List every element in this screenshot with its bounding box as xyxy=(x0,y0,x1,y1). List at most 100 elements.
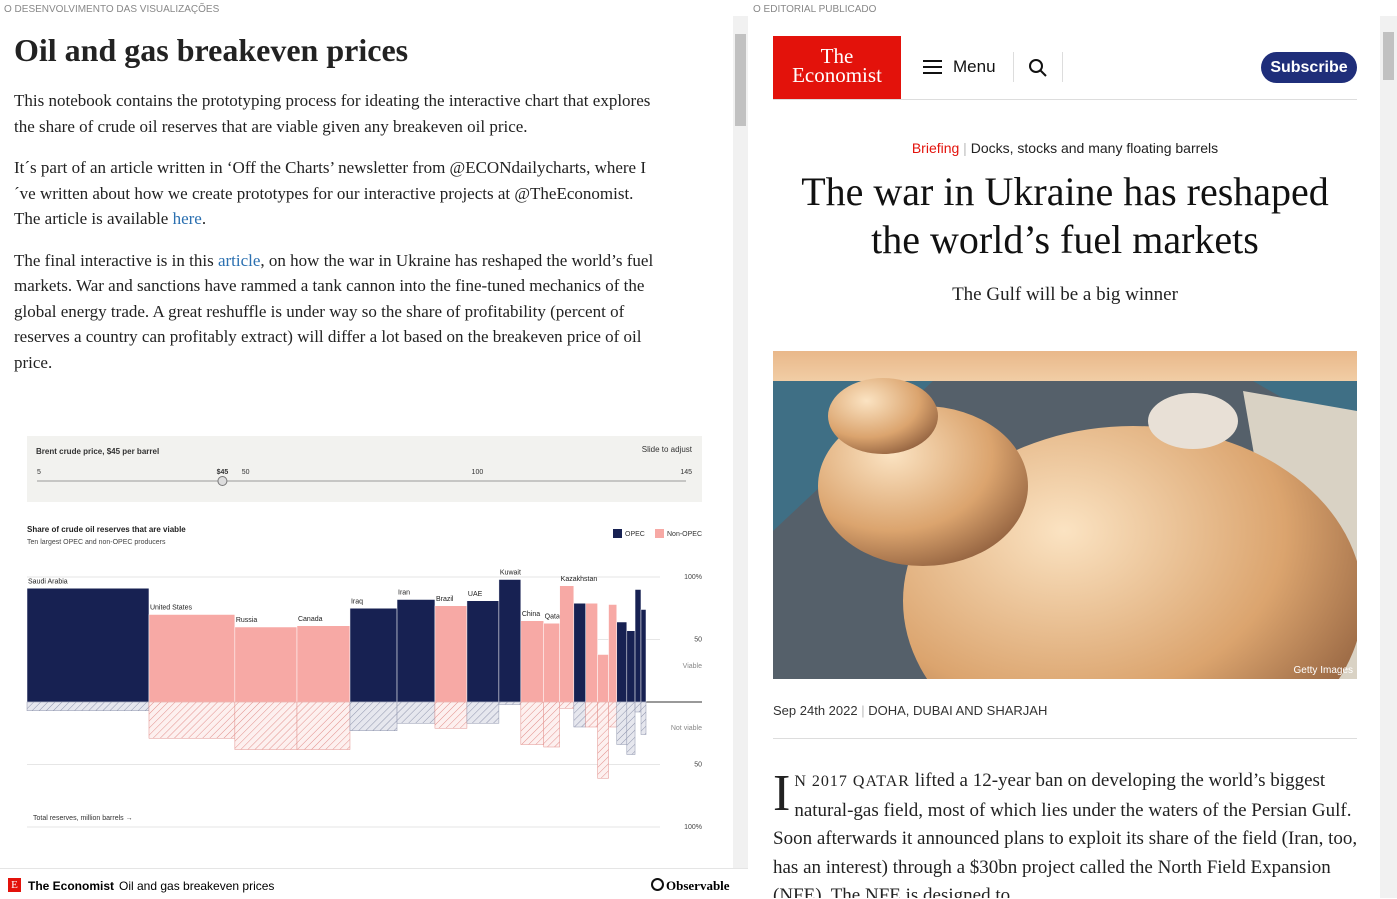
slider-tick-label: 50 xyxy=(242,469,250,476)
bar-viable xyxy=(434,605,468,703)
bar-not-viable xyxy=(626,701,636,755)
standfirst: The Gulf will be a big winner xyxy=(952,284,1178,305)
bar-label: UAE xyxy=(468,591,483,598)
slider-panel xyxy=(27,436,702,502)
section[interactable]: Briefing xyxy=(911,140,960,156)
bar-label: China xyxy=(522,611,540,618)
slider-label: Brent crude price, $45 per barrel xyxy=(36,447,159,456)
bar-label: United States xyxy=(150,605,193,612)
slider-max: 145 xyxy=(680,469,692,476)
paragraph: The final interactive is in this article… xyxy=(14,248,659,376)
pane-label: O DESENVOLVIMENTO DAS VISUALIZAÇÕES xyxy=(4,4,220,15)
y-tick-label: 100% xyxy=(684,574,702,581)
legend-label: Non-OPEC xyxy=(667,531,702,538)
slider-tick-label: 100 xyxy=(472,469,484,476)
bar-not-viable xyxy=(640,701,647,735)
footer: E The Economist Oil and gas breakeven pr… xyxy=(0,868,748,899)
bar-viable xyxy=(148,614,236,703)
y-tick-label: 50 xyxy=(694,637,702,644)
link[interactable]: article xyxy=(217,250,261,270)
bar-not-viable xyxy=(234,701,298,750)
x-axis-label: Total reserves, million barrels → xyxy=(33,815,133,822)
brand: The Economist xyxy=(28,879,115,893)
text: . xyxy=(201,209,207,228)
bar-label: Iraq xyxy=(351,598,363,605)
chart-title: Share of crude oil reserves that are via… xyxy=(27,525,186,534)
body-text: lifted a 12-year ban on developing the w… xyxy=(773,770,1358,898)
bar-viable xyxy=(626,630,636,703)
logo[interactable]: The Economist xyxy=(773,36,901,100)
paragraph: This notebook contains the prototyping p… xyxy=(14,88,659,139)
bar-viable xyxy=(608,604,618,703)
bar-viable xyxy=(26,588,150,703)
date: Sep 24th 2022 xyxy=(773,703,858,718)
pane-label: O EDITORIAL PUBLICADO xyxy=(753,4,877,15)
menu[interactable]: Menu xyxy=(953,57,996,76)
bar-not-viable xyxy=(559,701,575,709)
bar-label: Russia xyxy=(236,617,258,624)
rubric-line: Briefing | Docks, stocks and many floati… xyxy=(911,140,1219,156)
y-tick-label: 100% xyxy=(684,824,702,831)
slider-min: 5 xyxy=(37,469,41,476)
scrollbar[interactable] xyxy=(1380,16,1397,898)
bar-label: Canada xyxy=(298,616,323,623)
subscribe-button[interactable]: Subscribe xyxy=(1261,52,1357,83)
bar-viable xyxy=(349,608,398,703)
text: , on how the war in Ukraine has reshaped… xyxy=(14,250,654,372)
bar-label: Iran xyxy=(398,590,410,597)
legend-swatch xyxy=(613,529,622,538)
bar-not-viable xyxy=(585,701,598,728)
bar-viable xyxy=(616,621,628,703)
bar-not-viable xyxy=(616,701,628,745)
bar-viable xyxy=(573,603,586,703)
bar-viable xyxy=(396,599,436,703)
bar-label: Saudi Arabia xyxy=(28,578,68,585)
text: This notebook contains the prototyping p… xyxy=(14,91,651,136)
legend-swatch xyxy=(655,529,664,538)
search-icon[interactable] xyxy=(1028,58,1048,78)
notebook-title: Oil and gas breakeven prices xyxy=(14,32,409,68)
logo-line: Economist xyxy=(792,63,882,87)
slider-handle[interactable] xyxy=(217,476,228,486)
bar-viable xyxy=(498,579,522,703)
bar-viable xyxy=(520,620,544,703)
menu-icon[interactable] xyxy=(923,60,942,74)
bar-label: Kazakhstan xyxy=(561,576,598,583)
logo-line: The xyxy=(820,44,854,68)
notebook-name: Oil and gas breakeven prices xyxy=(119,879,275,893)
bar-not-viable xyxy=(634,701,642,713)
text: It´s part of an article written in ‘Off … xyxy=(14,158,647,228)
platform[interactable]: Observable xyxy=(651,878,730,894)
bar-viable xyxy=(634,589,642,703)
link[interactable]: here xyxy=(172,209,202,228)
notebook-text: This notebook contains the prototyping p… xyxy=(14,88,659,375)
bar-viable xyxy=(597,654,609,703)
article-image: Getty Images xyxy=(773,351,1357,679)
bar-label: Brazil xyxy=(436,596,454,603)
image-credit: Getty Images xyxy=(1294,665,1353,676)
bar-not-viable xyxy=(520,701,544,745)
lead-in: N 2017 QATAR xyxy=(794,773,910,790)
y-tick-label: 50 xyxy=(694,762,702,769)
bar-viable xyxy=(466,600,500,703)
bar-not-viable xyxy=(498,701,522,705)
bar-viable xyxy=(640,609,647,703)
bar-label: Kuwait xyxy=(500,570,521,577)
bar-viable xyxy=(234,626,298,703)
rubric: Docks, stocks and many floating barrels xyxy=(970,140,1219,156)
location: DOHA, DUBAI AND SHARJAH xyxy=(868,703,1048,718)
dateline: Sep 24th 2022 | DOHA, DUBAI AND SHARJAH xyxy=(773,703,1048,718)
bar-not-viable xyxy=(349,701,398,731)
slider-hint: Slide to adjust xyxy=(642,445,693,454)
viable-label: Viable xyxy=(683,663,702,670)
scrollbar[interactable] xyxy=(733,16,748,868)
bar-not-viable xyxy=(608,701,618,728)
bar-viable xyxy=(585,603,598,703)
bar-not-viable xyxy=(597,701,609,779)
bar-not-viable xyxy=(396,701,436,724)
bar-viable xyxy=(296,625,351,703)
logo-mark: E xyxy=(8,878,21,892)
bar-not-viable xyxy=(26,701,150,711)
